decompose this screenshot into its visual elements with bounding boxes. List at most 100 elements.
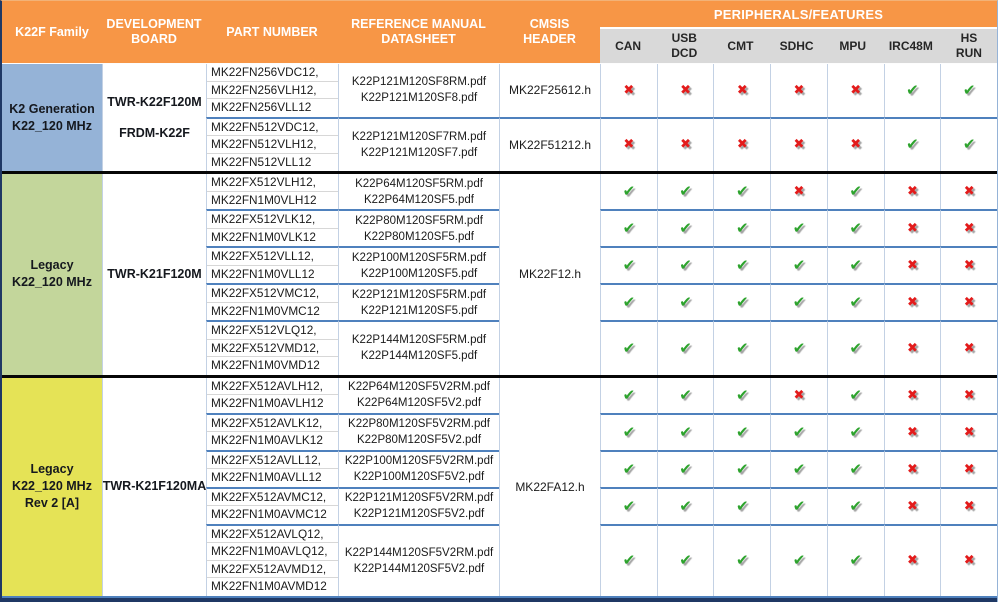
feature-supported-cell: ✔ (656, 283, 714, 320)
feature-unsupported-cell: ✖ (940, 377, 997, 413)
check-icon: ✔ (735, 385, 749, 404)
datasheet-name: K22P121M120SF5.pdf (360, 304, 478, 317)
feature-supported-cell: ✔ (826, 209, 884, 246)
datasheet-name: K22P121M120SF8RM.pdf (351, 76, 487, 89)
feature-unsupported-cell: ✖ (883, 283, 941, 320)
cross-icon: ✖ (906, 498, 918, 514)
check-icon: ✔ (622, 422, 636, 441)
col-header-can: CAN (600, 27, 657, 63)
datasheet-name: K22P64M120SF5RM.pdf (355, 177, 483, 190)
family-label: Rev 2 [A] (24, 496, 80, 510)
family-label: K22_120 MHz (12, 275, 92, 290)
feature-supported-cell: ✔ (713, 209, 771, 246)
datasheet-cell: K22P64M120SF5V2RM.pdf K22P64M120SF5V2.pdf (338, 377, 499, 413)
col-header-cmt: CMT (712, 27, 769, 63)
feature-unsupported-cell: ✖ (940, 209, 997, 246)
feature-unsupported-cell: ✖ (826, 64, 884, 117)
check-icon: ✔ (792, 551, 806, 569)
col-header-part-number: PART NUMBER (226, 24, 318, 39)
datasheet-cell: K22P100M120SF5RM.pdf K22P100M120SF5.pdf (338, 246, 499, 283)
cmsis-header-name: MK22F12.h (518, 267, 582, 282)
part-number: MK22FN1M0AVLL12 (211, 470, 322, 484)
part-number-cell: MK22FX512AVLH12, MK22FN1M0AVLH12 (206, 377, 338, 413)
feature-unsupported-cell: ✖ (940, 246, 997, 283)
cross-icon: ✖ (623, 137, 635, 153)
part-number: MK22FX512VMC12, (207, 285, 338, 303)
feature-supported-cell: ✔ (656, 246, 714, 283)
feature-supported-cell: ✔ (600, 283, 657, 320)
feature-unsupported-cell: ✖ (883, 246, 941, 283)
check-icon: ✔ (849, 551, 862, 569)
check-icon: ✔ (906, 80, 919, 99)
part-number: MK22FX512AVMC12, (207, 489, 338, 506)
feature-unsupported-cell: ✖ (770, 64, 827, 117)
feature-supported-cell: ✔ (713, 320, 771, 375)
table-body: K2 Generation K22_120 MHz TWR-K22F120M FRDM… (2, 63, 997, 596)
check-icon: ✔ (735, 422, 749, 441)
feature-supported-cell: ✔ (713, 449, 771, 487)
check-icon: ✔ (622, 338, 636, 357)
col-header-hs-run: HS RUN (940, 27, 997, 63)
part-number: MK22FX512VMD12, (207, 340, 338, 357)
feature-supported-cell: ✔ (656, 209, 714, 246)
cross-icon: ✖ (963, 553, 975, 568)
datasheet-name: K22P121M120SF8.pdf (360, 92, 478, 105)
cross-icon: ✖ (850, 82, 862, 98)
part-number: MK22FX512VLK12, (207, 211, 338, 229)
part-number: MK22FN1M0AVMD12 (211, 579, 327, 593)
check-icon: ✔ (849, 338, 862, 357)
feature-supported-cell: ✔ (883, 64, 941, 117)
cross-icon: ✖ (963, 498, 975, 514)
feature-unsupported-cell: ✖ (940, 412, 997, 450)
check-icon: ✔ (792, 338, 806, 357)
feature-supported-cell: ✔ (770, 449, 827, 487)
family-label: Legacy (30, 462, 74, 476)
check-icon: ✔ (735, 551, 749, 569)
feature-supported-cell: ✔ (770, 412, 827, 450)
check-icon: ✔ (622, 496, 636, 515)
part-number-cell: MK22FX512VLH12, MK22FN1M0VLH12 (206, 174, 338, 209)
feature-unsupported-cell: ✖ (713, 116, 771, 171)
part-number: MK22FN256VLL12 (211, 100, 312, 114)
check-icon: ✔ (735, 256, 749, 274)
part-number: MK22FN512VDC12, (207, 119, 338, 136)
board-cell: TWR-K21F120MA (102, 377, 207, 596)
feature-supported-cell: ✔ (770, 320, 827, 375)
feature-supported-cell: ✔ (713, 174, 771, 209)
datasheet-name: K22P80M120SF5V2RM.pdf (348, 418, 490, 430)
feature-supported-cell: ✔ (600, 246, 657, 283)
cross-icon: ✖ (793, 82, 805, 98)
feature-supported-cell: ✔ (600, 523, 657, 596)
part-number-cell: MK22FX512VLL12, MK22FN1M0VLL12 (206, 246, 338, 283)
family-label: K22_120 MHz (12, 479, 92, 493)
feature-unsupported-cell: ✖ (883, 377, 941, 413)
check-icon: ✔ (735, 496, 749, 515)
feature-supported-cell: ✔ (656, 377, 714, 413)
part-number: MK22FX512AVLL12, (207, 452, 338, 469)
datasheet-cell: K22P121M120SF5RM.pdf K22P121M120SF5.pdf (338, 283, 499, 320)
feature-supported-cell: ✔ (713, 246, 771, 283)
datasheet-name: K22P100M120SF5V2.pdf (353, 471, 485, 483)
feature-supported-cell: ✔ (826, 449, 884, 487)
check-icon: ✔ (679, 459, 692, 478)
check-icon: ✔ (906, 135, 919, 154)
board-name: TWR-K21F120M (107, 266, 202, 281)
check-icon: ✔ (679, 293, 692, 311)
part-number: MK22FN512VLL12 (211, 154, 312, 169)
part-number: MK22FN1M0VLK12 (211, 229, 316, 244)
check-icon: ✔ (735, 338, 749, 357)
check-icon: ✔ (962, 135, 976, 154)
check-icon: ✔ (735, 293, 749, 311)
table-header-row: K22F Family DEVELOPMENT BOARD PART NUMBE… (2, 1, 997, 63)
feature-supported-cell: ✔ (600, 486, 657, 524)
part-number: MK22FN1M0AVLH12 (211, 396, 324, 410)
check-icon: ✔ (735, 182, 749, 200)
feature-supported-cell: ✔ (656, 320, 714, 375)
feature-unsupported-cell: ✖ (600, 116, 657, 171)
check-icon: ✔ (679, 551, 692, 569)
board-cell: TWR-K22F120M FRDM-K22F (102, 64, 206, 171)
feature-supported-cell: ✔ (656, 174, 714, 209)
board-name: TWR-K21F120MA (102, 479, 207, 493)
datasheet-name: K22P144M120SF5V2RM.pdf (344, 546, 494, 559)
feature-unsupported-cell: ✖ (883, 320, 941, 375)
